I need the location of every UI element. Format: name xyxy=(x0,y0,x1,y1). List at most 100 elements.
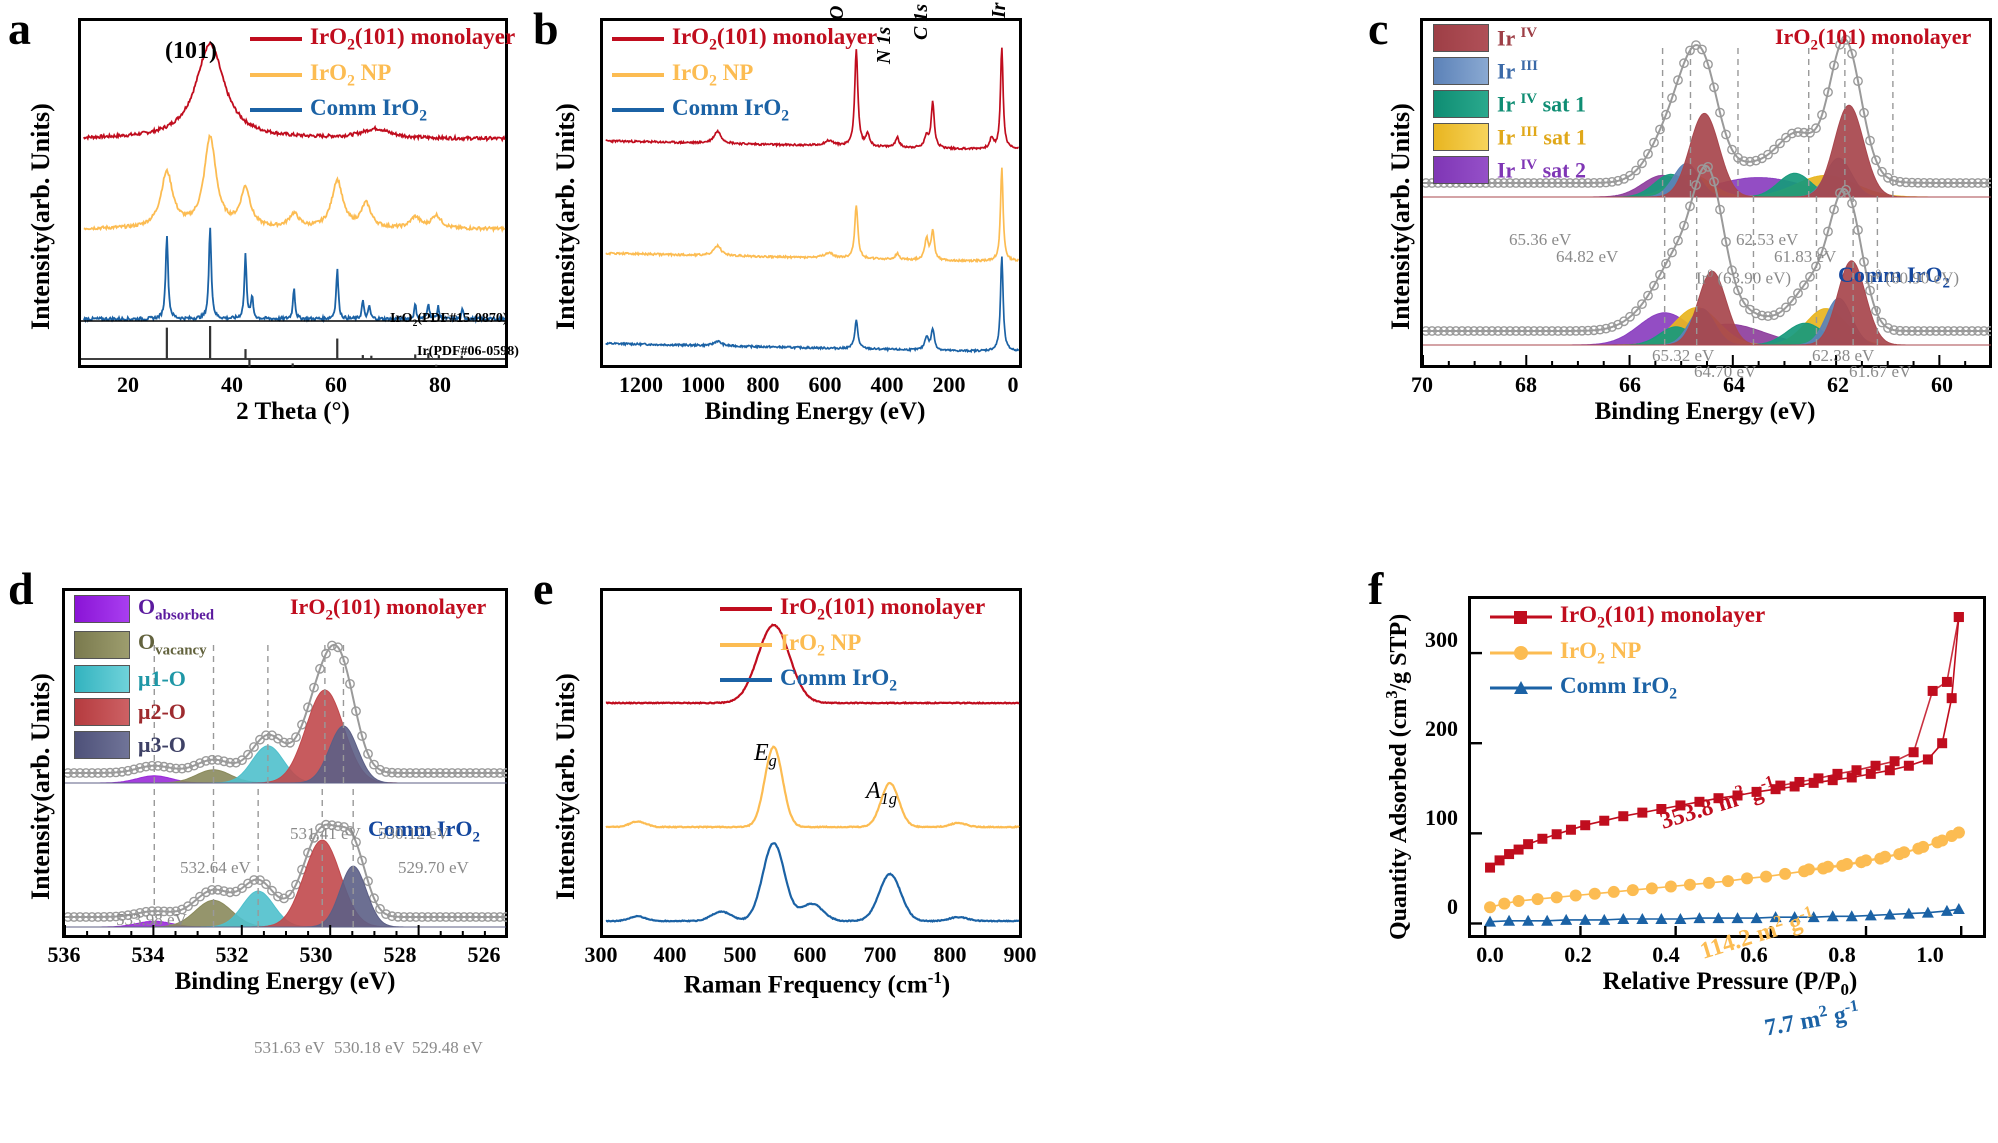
pdf-ref-iro2: IrO2(PDF#15-0870) xyxy=(390,311,508,329)
y-tick: 200 xyxy=(1425,716,1458,741)
legend-item[interactable]: Ir IV sat 1 xyxy=(1433,90,1587,118)
legend-item[interactable]: Comm IrO2 xyxy=(720,665,985,696)
x-tick: 0 xyxy=(1007,372,1019,397)
panel-e-ylabel: Intensity(arb. Units) xyxy=(551,673,580,900)
legend-swatch-icon xyxy=(74,697,130,726)
x-tick: 200 xyxy=(932,372,966,397)
panel-a-ylabel: Intensity(arb. Units) xyxy=(26,103,55,330)
legend-item[interactable]: Ovacancy xyxy=(74,629,214,659)
legend-label: Ir IV sat 1 xyxy=(1497,90,1586,117)
legend-item[interactable]: μ1-O xyxy=(74,664,214,693)
x-tick: 300 xyxy=(584,942,618,967)
x-tick: 536 xyxy=(47,942,81,967)
legend-line-icon xyxy=(720,607,772,612)
x-tick: 0.0 xyxy=(1476,942,1504,967)
legend-label: Ir IV sat 2 xyxy=(1497,156,1586,183)
panel-c-label: c xyxy=(1368,3,1389,54)
legend-line-icon xyxy=(250,108,302,113)
panel-e-plot xyxy=(600,588,1022,938)
panel-f-label: f xyxy=(1368,563,1384,614)
ev-annotation: 529.48 eV xyxy=(412,1038,483,1057)
panel-c-plot xyxy=(1420,18,1992,368)
legend-item[interactable]: IrO2(101) monolayer xyxy=(612,24,877,55)
legend-item[interactable]: IrO2 NP xyxy=(612,60,877,91)
legend-item[interactable]: μ2-O xyxy=(74,697,214,726)
panel-d-plot xyxy=(62,588,508,938)
legend-label: IrO2(101) monolayer xyxy=(780,594,986,624)
legend-item[interactable]: IrO2(101) monolayer xyxy=(720,594,985,625)
ev-annotation: 64.82 eV xyxy=(1556,247,1619,266)
legend-item[interactable]: IrO2(101) monolayer xyxy=(250,24,515,55)
legend-item[interactable]: Comm IrO2 xyxy=(1490,673,1765,704)
legend-item[interactable]: Oabsorbed xyxy=(74,594,214,624)
ev-annotation: 529.70 eV xyxy=(398,858,469,877)
x-tick: 600 xyxy=(793,942,827,967)
legend-label: Comm IrO2 xyxy=(310,95,428,125)
x-tick: 62 xyxy=(1827,372,1849,397)
legend-label: μ2-O xyxy=(138,698,186,724)
x-tick: 1200 xyxy=(619,372,663,397)
ev-annotation: 61.83 eV xyxy=(1774,247,1837,266)
x-tick: 400 xyxy=(870,372,904,397)
ev-annotation: 65.36 eV xyxy=(1509,230,1572,249)
x-tick: 530 xyxy=(299,942,333,967)
x-tick: 40 xyxy=(221,372,243,397)
legend-swatch-icon xyxy=(1433,156,1489,184)
panel-a-legend: IrO2(101) monolayer IrO2 NP Comm IrO2 xyxy=(250,24,515,131)
legend-label: μ1-O xyxy=(138,665,186,691)
x-tick: 900 xyxy=(1003,942,1037,967)
legend-label: IrO2(101) monolayer xyxy=(1560,602,1766,632)
legend-item[interactable]: Comm IrO2 xyxy=(250,95,515,126)
ev-annotation-ir0: Ir0 (60.90 eV) xyxy=(1864,267,1960,288)
x-tick: 64 xyxy=(1723,372,1745,397)
x-tick: 0.6 xyxy=(1740,942,1768,967)
panel-b-legend: IrO2(101) monolayer IrO2 NP Comm IrO2 xyxy=(612,24,877,131)
legend-item[interactable]: IrO2 NP xyxy=(720,630,985,661)
legend-swatch-icon xyxy=(74,730,130,759)
ev-annotation: 530.12 eV xyxy=(378,824,449,843)
x-tick: 500 xyxy=(723,942,757,967)
legend-item[interactable]: IrO2 NP xyxy=(250,60,515,91)
panel-c-xlabel: Binding Energy (eV) xyxy=(1594,398,1816,425)
x-tick: 400 xyxy=(653,942,687,967)
legend-item[interactable]: Comm IrO2 xyxy=(612,95,877,126)
legend-item[interactable]: IrO2(101) monolayer xyxy=(1490,602,1765,633)
legend-item[interactable]: Ir III xyxy=(1433,57,1587,85)
legend-line-icon xyxy=(720,678,772,683)
panel-d-ylabel: Intensity(arb. Units) xyxy=(26,673,55,900)
ev-annotation: 530.18 eV xyxy=(334,1038,405,1057)
ev-annotation: 65.32 eV xyxy=(1652,346,1715,365)
x-tick: 1.0 xyxy=(1916,942,1944,967)
legend-swatch-icon xyxy=(74,664,130,693)
panel-c-legend: Ir IV Ir III Ir IV sat 1 Ir III sat 1 Ir… xyxy=(1433,24,1587,189)
panel-e-legend: IrO2(101) monolayer IrO2 NP Comm IrO2 xyxy=(720,594,985,701)
legend-item[interactable]: μ3-O xyxy=(74,730,214,759)
panel-f-plot xyxy=(1468,596,1986,938)
panel-a-xlabel: 2 Theta (°) xyxy=(236,398,350,425)
legend-swatch-icon xyxy=(74,595,130,624)
y-tick: 100 xyxy=(1425,805,1458,830)
panel-d-legend: Oabsorbed Ovacancy μ1-O μ2-O μ3-O xyxy=(74,594,214,764)
x-tick: 60 xyxy=(1931,372,1953,397)
panel-c-ylabel: Intensity(arb. Units) xyxy=(1386,103,1415,330)
x-tick: 0.4 xyxy=(1652,942,1680,967)
peak-label-o1s: O 1s xyxy=(826,0,848,20)
raman-mode-eg: Eg xyxy=(754,740,777,770)
panel-c-bottom-title: Comm IrO2 xyxy=(1838,262,1950,292)
panel-b-xlabel: Binding Energy (eV) xyxy=(704,398,926,425)
legend-label: μ3-O xyxy=(138,731,186,757)
raman-mode-a1g: A1g xyxy=(866,778,897,808)
legend-item[interactable]: Ir III sat 1 xyxy=(1433,123,1587,151)
legend-marker-triangle-icon xyxy=(1490,681,1552,695)
panel-d-label: d xyxy=(8,563,34,614)
legend-item[interactable]: Ir IV xyxy=(1433,24,1587,52)
legend-item[interactable]: IrO2 NP xyxy=(1490,638,1765,669)
x-tick: 532 xyxy=(215,942,249,967)
legend-swatch-icon xyxy=(74,630,130,659)
ev-annotation: 61.67 eV xyxy=(1849,362,1912,381)
panel-b-label: b xyxy=(533,3,559,54)
x-tick: 528 xyxy=(383,942,417,967)
legend-item[interactable]: Ir IV sat 2 xyxy=(1433,156,1587,184)
x-tick: 70 xyxy=(1411,372,1433,397)
ev-annotation: 531.63 eV xyxy=(254,1038,325,1057)
